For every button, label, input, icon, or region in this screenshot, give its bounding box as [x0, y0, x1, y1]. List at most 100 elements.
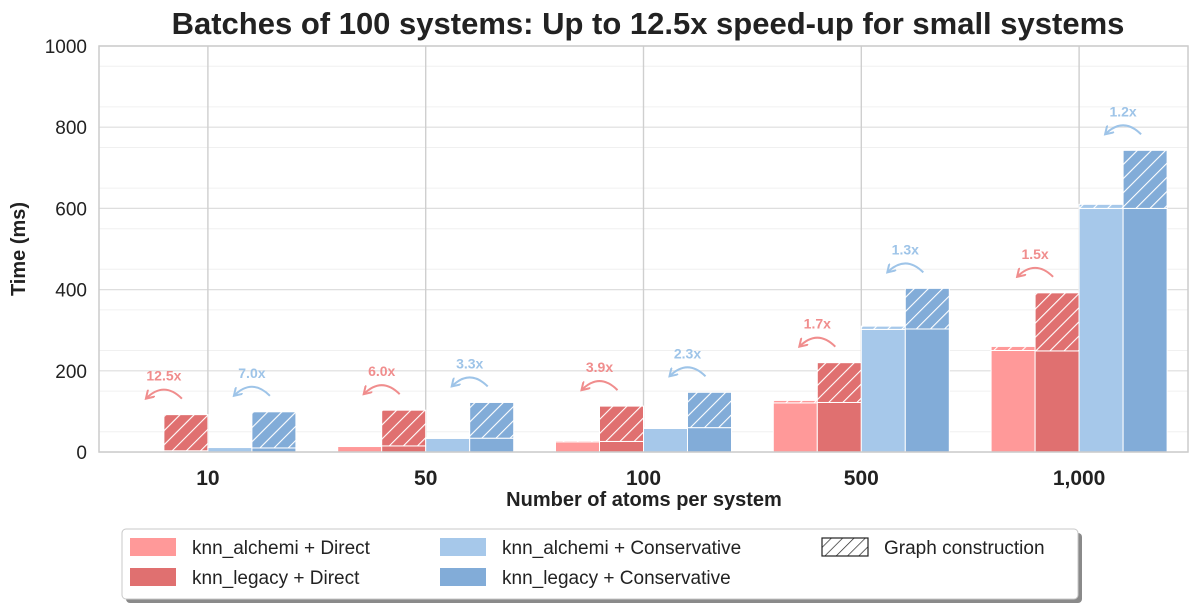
bar-graph-hatch	[1123, 150, 1168, 209]
plot-frame	[98, 45, 1189, 453]
bar-compute-segment	[337, 446, 383, 453]
bar-graph-hatch	[1035, 292, 1080, 351]
bar-graph-hatch	[469, 402, 514, 439]
bar-graph-hatch	[337, 445, 382, 447]
bar-graph-hatch	[817, 362, 862, 403]
conservative-speedup-3-arrow	[887, 262, 925, 272]
y-tick-label: 400	[55, 281, 87, 302]
conservative-speedup-4-label: 1.2x	[1109, 103, 1136, 119]
x-tick-label: 1,000	[1053, 467, 1106, 490]
bar-legacy_conservative-0	[251, 411, 297, 453]
y-tick-label: 1000	[45, 37, 87, 58]
bar-legacy_conservative-2	[687, 391, 732, 453]
bar-legacy_conservative-1	[469, 401, 515, 453]
legend-swatch	[440, 538, 486, 556]
bar-alchemi_conservative-4	[1078, 203, 1124, 453]
x-tick-label: 100	[626, 467, 661, 490]
bar-compute-segment	[381, 445, 427, 453]
legend-label: knn_alchemi + Conservative	[502, 538, 741, 559]
bar-compute-segment	[599, 440, 644, 453]
direct-speedup-1-arrow	[364, 384, 401, 394]
bar-graph-hatch	[1079, 204, 1124, 209]
direct-speedup-2-label: 3.9x	[586, 359, 613, 375]
bar-alchemi_direct-2	[555, 440, 600, 453]
bar-compute-segment	[860, 328, 906, 453]
direct-speedup-3-arrow	[799, 336, 837, 347]
direct-speedup-0-arrow	[146, 388, 183, 399]
bar-compute-segment	[772, 402, 818, 453]
y-tick-label: 800	[55, 118, 87, 139]
bar-legacy_conservative-4	[1122, 149, 1168, 453]
bar-graph-hatch	[991, 346, 1036, 351]
bar-compute-segment	[904, 328, 950, 453]
conservative-speedup-1-arrow	[452, 376, 489, 386]
bar-compute-segment	[990, 350, 1036, 453]
bar-compute-segment	[816, 401, 862, 453]
speedup-annotations: 12.5x 7.0x 6.0x 3.3x 3.9x 2.3x 1.7x 1.3x 1.5x 1.2…	[146, 103, 1142, 399]
bar-alchemi_direct-1	[337, 445, 383, 453]
direct-speedup-1-label: 6.0x	[368, 363, 395, 379]
conservative-speedup-4-arrow	[1105, 124, 1142, 134]
bar-compute-segment	[425, 437, 471, 453]
bar-compute-segment	[1034, 350, 1080, 453]
legend-swatch-hatch-pattern	[822, 538, 868, 556]
x-tick-label: 10	[196, 467, 219, 490]
bar-alchemi_direct-3	[772, 399, 818, 453]
legend-swatch	[440, 568, 486, 586]
bar-graph-hatch	[599, 406, 644, 442]
y-axis-label: Time (ms)	[8, 202, 30, 296]
axes: 0 200 400 600 800 1000 10 50 100 500 1,000	[45, 37, 1189, 490]
bar-compute-segment	[469, 437, 515, 453]
bar-graph-hatch	[643, 427, 688, 429]
bar-legacy_direct-0	[163, 414, 209, 453]
x-axis-label: Number of atoms per system	[506, 489, 782, 511]
legend-swatch	[130, 538, 176, 556]
bar-alchemi_conservative-2	[643, 427, 688, 453]
bar-graph-hatch	[163, 414, 208, 451]
bar-graph-hatch	[251, 411, 296, 448]
bar-legacy_conservative-3	[904, 287, 950, 453]
bar-compute-segment	[643, 427, 688, 453]
bar-graph-hatch	[555, 440, 600, 442]
bar-alchemi_conservative-3	[860, 325, 906, 453]
conservative-speedup-2-label: 2.3x	[674, 345, 701, 361]
bar-legacy_direct-3	[816, 362, 862, 453]
bars	[119, 149, 1168, 453]
direct-speedup-4-label: 1.5x	[1021, 246, 1048, 262]
bar-legacy_direct-2	[599, 405, 644, 453]
direct-speedup-3-label: 1.7x	[804, 316, 831, 332]
direct-speedup-2-arrow	[582, 380, 619, 390]
bar-legacy_direct-4	[1034, 292, 1080, 453]
conservative-speedup-0-arrow	[234, 385, 271, 396]
legend-label: knn_legacy + Conservative	[502, 568, 731, 589]
y-tick-label: 200	[55, 362, 87, 383]
conservative-speedup-3-label: 1.3x	[892, 241, 919, 257]
conservative-speedup-2-arrow	[670, 366, 707, 376]
legend: knn_alchemi + Direct knn_legacy + Direct k…	[121, 528, 1082, 603]
direct-speedup-0-label: 12.5x	[146, 368, 181, 384]
x-tick-label: 50	[414, 467, 437, 490]
chart-title: Batches of 100 systems: Up to 12.5x spee…	[172, 6, 1125, 41]
y-tick-label: 0	[76, 443, 87, 464]
bar-graph-hatch	[425, 437, 470, 439]
legend-label: knn_alchemi + Direct	[192, 538, 371, 559]
bar-compute-segment	[555, 441, 600, 453]
bar-compute-segment	[1078, 207, 1124, 453]
x-tick-label: 500	[844, 467, 879, 490]
legend-swatch	[130, 568, 176, 586]
bar-compute-segment	[1122, 207, 1168, 453]
conservative-speedup-0-label: 7.0x	[238, 365, 265, 381]
bar-alchemi_conservative-1	[425, 437, 471, 453]
bar-alchemi_direct-4	[990, 345, 1036, 453]
bar-graph-hatch	[381, 410, 426, 446]
direct-speedup-4-arrow	[1017, 266, 1054, 277]
bar-graph-hatch	[861, 326, 906, 330]
bar-graph-hatch	[773, 400, 818, 403]
bar-graph-hatch	[905, 288, 950, 329]
bar-graph-hatch	[687, 392, 732, 428]
legend-label: Graph construction	[884, 538, 1045, 559]
bar-compute-segment	[687, 427, 732, 453]
legend-label: knn_legacy + Direct	[192, 568, 360, 589]
conservative-speedup-1-label: 3.3x	[456, 355, 483, 371]
